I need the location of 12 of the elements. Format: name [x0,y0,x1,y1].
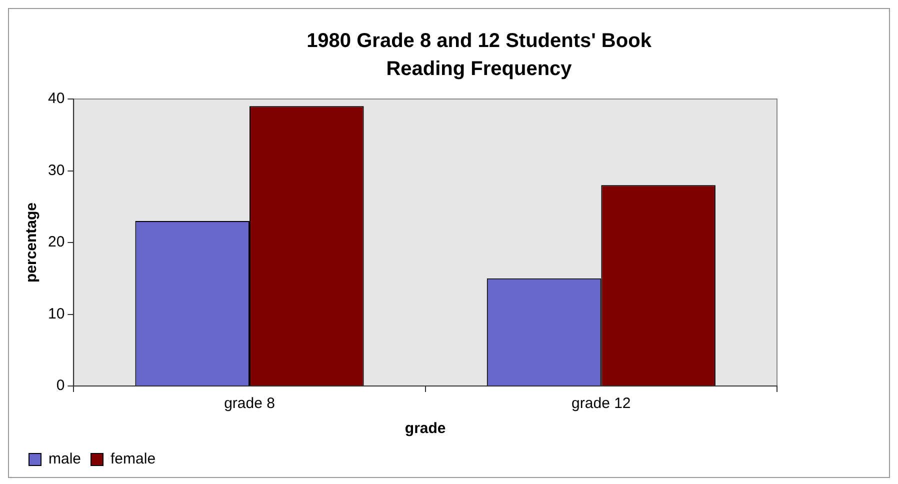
y-axis-title: percentage [23,202,40,283]
y-tick-label: 40 [48,90,65,108]
chart-title: 1980 Grade 8 and 12 Students' Book Reading Frequency [306,29,652,82]
y-tick-label: 10 [48,305,65,322]
y-tick-label: 30 [48,162,65,179]
legend-label: female [110,450,156,468]
y-tick-label: 20 [48,234,65,251]
x-tick-label: grade 8 [224,395,275,412]
y-tick-label: 0 [56,377,65,394]
x-tick-label: grade 12 [572,395,631,412]
legend-label: male [48,450,82,468]
x-axis-title: grade [404,420,446,438]
